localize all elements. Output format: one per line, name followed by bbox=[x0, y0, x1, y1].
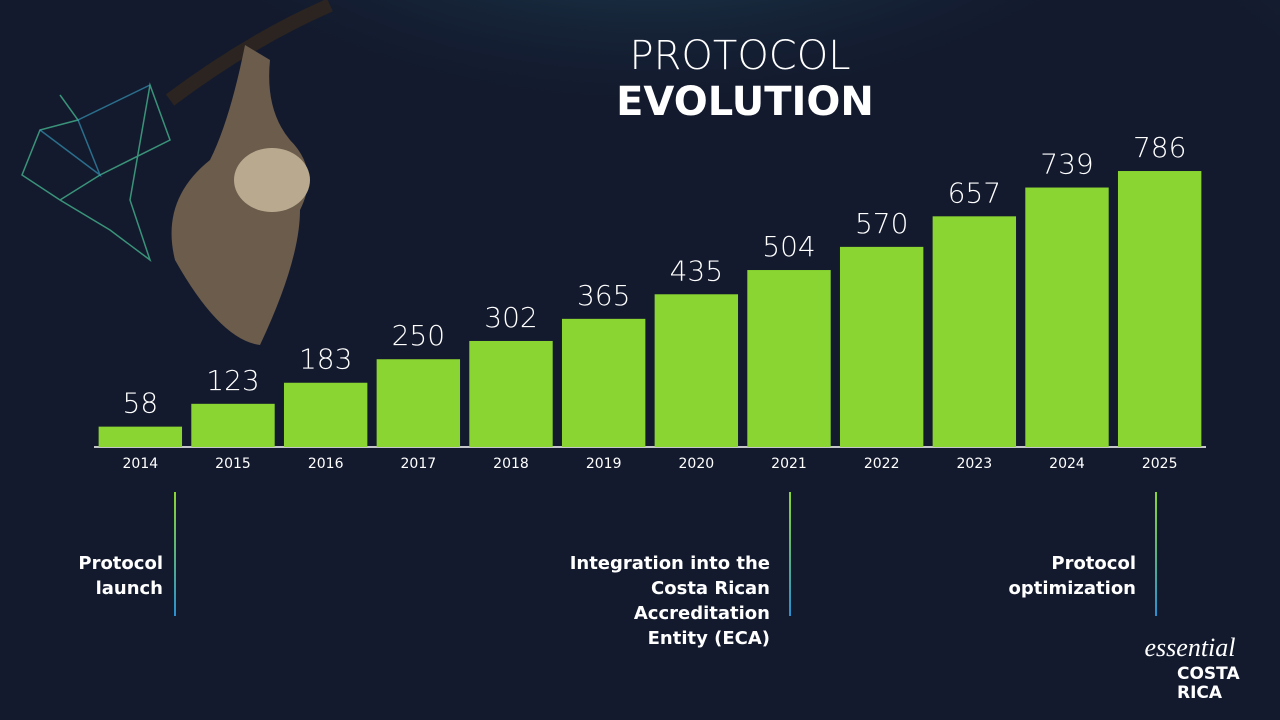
logo-name: RICA bbox=[1177, 683, 1223, 703]
x-tick-label: 2016 bbox=[308, 456, 344, 472]
value-label: 739 bbox=[1040, 148, 1093, 181]
logo-script: essential bbox=[1145, 633, 1236, 662]
value-label: 250 bbox=[392, 319, 445, 352]
bar bbox=[747, 270, 831, 447]
x-tick-label: 2025 bbox=[1142, 456, 1178, 472]
value-label: 657 bbox=[948, 176, 1001, 209]
x-tick-label: 2024 bbox=[1049, 456, 1085, 472]
annotation-text: Entity (ECA) bbox=[648, 628, 770, 649]
bar bbox=[1117, 171, 1202, 447]
value-label: 58 bbox=[123, 387, 159, 420]
annotation-text: optimization bbox=[1008, 578, 1136, 599]
x-tick-label: 2018 bbox=[493, 456, 529, 472]
annotation-line bbox=[789, 492, 791, 616]
wireframe bbox=[39, 84, 151, 178]
value-label: 123 bbox=[206, 364, 259, 397]
value-label: 786 bbox=[1133, 131, 1186, 164]
sloth-illustration bbox=[21, 0, 333, 345]
value-label: 365 bbox=[577, 279, 630, 312]
x-tick-label: 2014 bbox=[123, 456, 159, 472]
annotation-text: Integration into the bbox=[570, 553, 770, 574]
bar bbox=[98, 426, 183, 447]
bar bbox=[1025, 187, 1109, 448]
title-line: PROTOCOL bbox=[629, 33, 850, 79]
wireframe bbox=[21, 82, 171, 263]
annotation-text: Accreditation bbox=[634, 603, 770, 624]
branch bbox=[165, 0, 333, 106]
annotation-text: Protocol bbox=[78, 553, 163, 574]
annotation-text: Protocol bbox=[1051, 553, 1136, 574]
bar bbox=[469, 340, 553, 447]
x-tick-label: 2020 bbox=[679, 456, 715, 472]
bar bbox=[561, 318, 646, 447]
bar bbox=[376, 359, 461, 447]
x-tick-label: 2019 bbox=[586, 456, 622, 472]
bar bbox=[839, 246, 924, 447]
bar bbox=[654, 294, 739, 447]
logo-name: COSTA bbox=[1177, 664, 1240, 684]
annotation-text: Costa Rican bbox=[651, 578, 770, 599]
x-tick-label: 2021 bbox=[771, 456, 807, 472]
annotation-line bbox=[174, 492, 176, 616]
annotation-line bbox=[1155, 492, 1157, 616]
annotation-text: launch bbox=[96, 578, 163, 599]
bar bbox=[283, 382, 368, 447]
x-tick-label: 2023 bbox=[957, 456, 993, 472]
logo: essential COSTA RICA bbox=[1145, 633, 1241, 703]
value-label: 504 bbox=[762, 230, 815, 263]
value-label: 302 bbox=[484, 301, 537, 334]
bar bbox=[191, 403, 275, 447]
value-label: 570 bbox=[855, 207, 908, 240]
value-label: 435 bbox=[670, 254, 723, 287]
title-line: EVOLUTION bbox=[616, 79, 874, 125]
x-tick-label: 2017 bbox=[401, 456, 437, 472]
value-label: 183 bbox=[299, 343, 352, 376]
x-tick-label: 2022 bbox=[864, 456, 900, 472]
sloth-face bbox=[234, 148, 310, 212]
bar bbox=[932, 216, 1017, 447]
x-tick-label: 2015 bbox=[215, 456, 251, 472]
